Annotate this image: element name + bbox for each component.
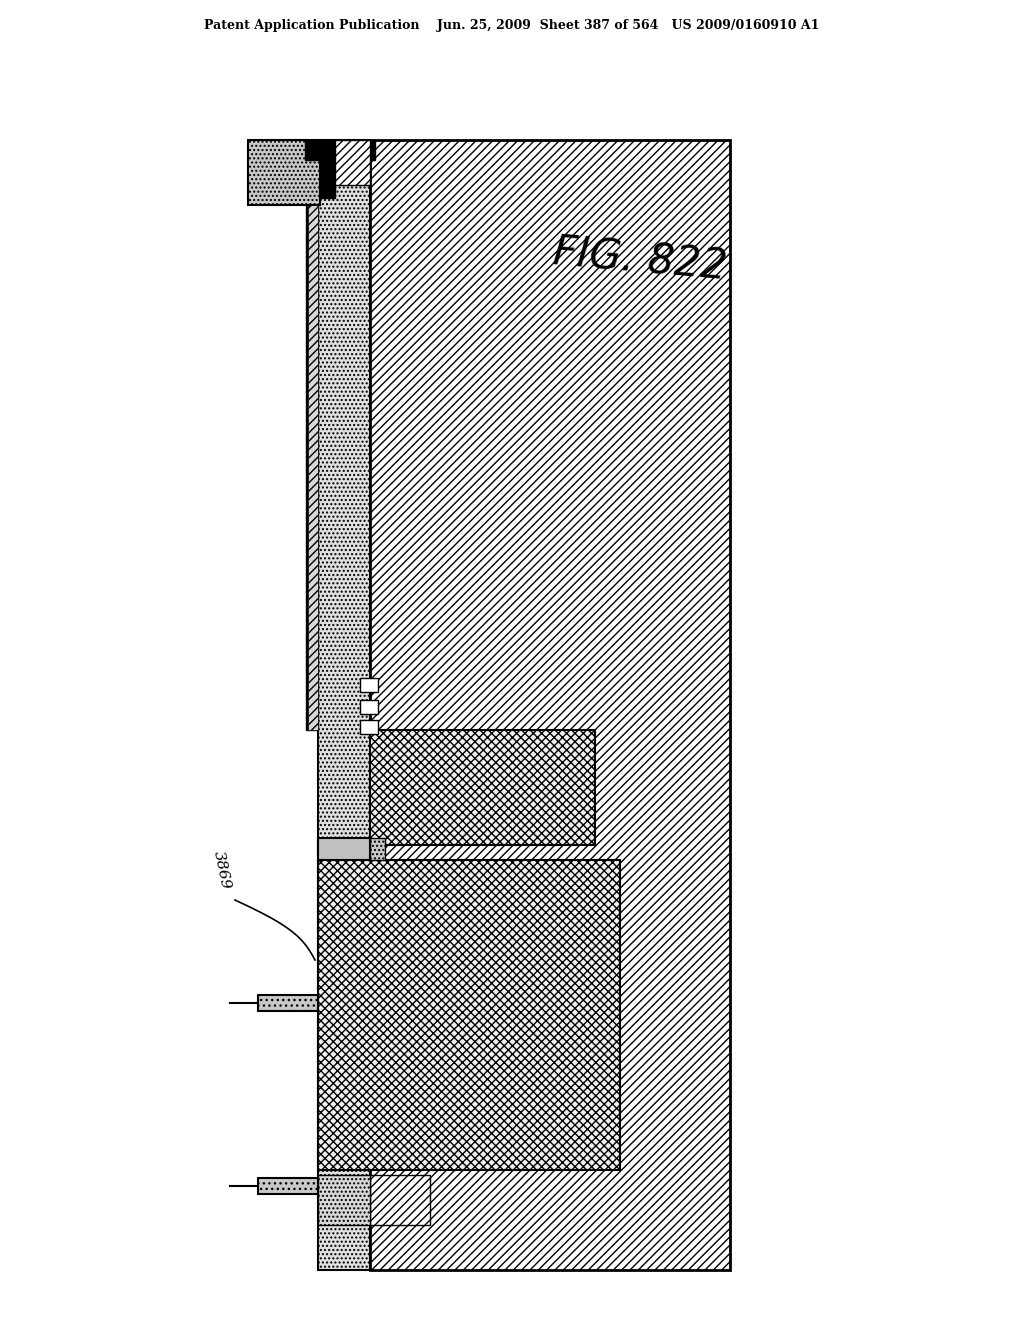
Bar — [318, 861, 620, 1170]
Bar — [318, 140, 370, 1270]
Text: FIG. 822: FIG. 822 — [551, 231, 729, 289]
Bar — [360, 678, 378, 692]
Bar — [258, 995, 318, 1011]
Bar — [360, 719, 378, 734]
Text: Patent Application Publication    Jun. 25, 2009  Sheet 387 of 564   US 2009/0160: Patent Application Publication Jun. 25, … — [205, 18, 819, 32]
Bar — [319, 158, 335, 198]
Bar — [318, 1175, 370, 1225]
Bar — [360, 700, 378, 714]
Bar — [318, 838, 370, 861]
Bar — [308, 154, 318, 730]
Text: 3869: 3869 — [211, 850, 232, 891]
Bar — [248, 140, 319, 205]
Bar — [258, 1177, 318, 1195]
Bar — [370, 730, 595, 845]
Bar — [305, 140, 375, 160]
Bar — [306, 140, 318, 730]
Bar — [370, 140, 730, 1270]
Bar — [370, 838, 385, 861]
Bar — [370, 1175, 430, 1225]
Bar — [335, 140, 370, 185]
